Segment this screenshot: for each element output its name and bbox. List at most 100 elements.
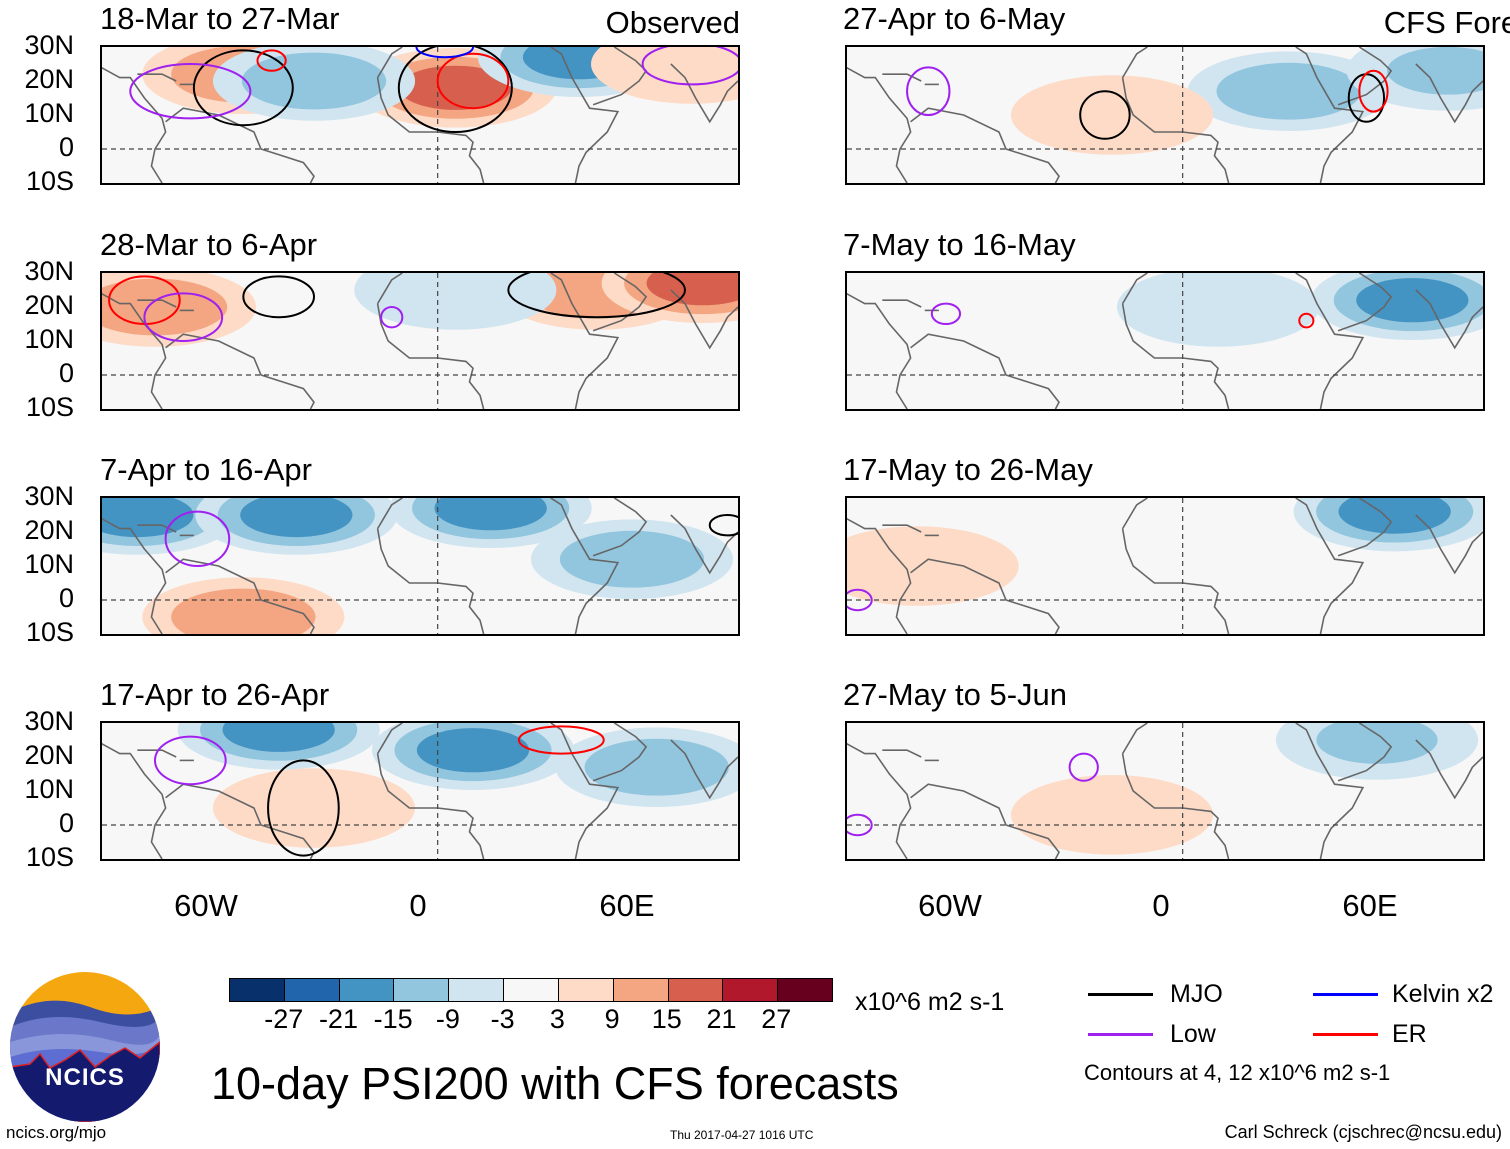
coastline xyxy=(137,749,177,758)
colorbar-swatch xyxy=(613,979,669,1001)
site-link[interactable]: ncics.org/mjo xyxy=(6,1123,107,1142)
wave-contour xyxy=(906,66,951,116)
coastline xyxy=(1295,723,1365,859)
lat-label: 0 xyxy=(58,583,74,613)
positive-anomaly xyxy=(847,526,1019,606)
coastline xyxy=(376,528,485,634)
positive-anomaly xyxy=(601,273,738,323)
anomaly-level xyxy=(1116,273,1320,347)
panel-title: 27-May to 5-Jun xyxy=(843,677,1067,712)
negative-anomaly xyxy=(1311,273,1483,340)
coastline xyxy=(165,333,315,409)
coastline xyxy=(165,107,315,183)
coastline xyxy=(1121,528,1230,634)
wave-contour xyxy=(436,52,510,110)
coastline xyxy=(847,292,912,409)
lat-label: 30N xyxy=(24,30,74,60)
coastline xyxy=(910,333,1060,409)
lat-label: 20N xyxy=(24,64,74,94)
lat-label: 10S xyxy=(25,617,74,647)
positive-anomaly xyxy=(591,47,738,104)
anomaly-level xyxy=(416,728,530,773)
coastline xyxy=(1337,498,1393,557)
coastline xyxy=(1121,723,1148,755)
colorbar-swatch xyxy=(449,979,505,1001)
coastline xyxy=(1121,273,1148,305)
panel-title: 27-Apr to 6-May xyxy=(843,1,1066,36)
coastline xyxy=(1415,63,1483,124)
lat-label: 10N xyxy=(24,98,74,128)
wave-contour xyxy=(129,63,252,120)
coastline xyxy=(670,514,738,575)
coastline xyxy=(550,47,620,183)
anomaly-level xyxy=(240,498,353,538)
wave-contour xyxy=(380,306,404,329)
colorbar-tick-label: -9 xyxy=(435,1004,460,1034)
negative-anomaly xyxy=(1187,51,1390,131)
map-area xyxy=(845,721,1485,861)
colorbar-tick-label: -3 xyxy=(490,1004,515,1034)
timestamp: Thu 2017-04-27 1016 UTC xyxy=(670,1128,814,1142)
coastline xyxy=(137,524,177,533)
coastline xyxy=(376,723,403,755)
ncics-logo-graphic xyxy=(10,972,160,1122)
legend-line-kelvin xyxy=(1313,993,1378,996)
coastline xyxy=(882,524,922,533)
coastline xyxy=(1121,303,1230,409)
forecast-label: CFS Forecast xyxy=(1383,5,1510,40)
lon-label-0: 0 xyxy=(1152,888,1170,923)
coastline xyxy=(670,739,738,800)
anomaly-level xyxy=(102,498,194,538)
negative-anomaly xyxy=(371,723,575,790)
wave-contour xyxy=(930,302,962,325)
wave-contour xyxy=(1079,90,1131,140)
legend-label-kelvin: Kelvin x2 xyxy=(1392,980,1494,1008)
ncics-logo: NCICS xyxy=(10,972,160,1122)
map-area xyxy=(845,496,1485,636)
wave-contour xyxy=(154,735,227,786)
lon-label-60w: 60W xyxy=(918,888,982,923)
anomaly-level xyxy=(847,526,1019,606)
map-area xyxy=(100,45,740,185)
coastline xyxy=(376,753,485,859)
coastline xyxy=(1337,47,1393,106)
wave-contour xyxy=(415,47,474,59)
colorbar-units: x10^6 m2 s-1 xyxy=(855,988,1005,1016)
coastline xyxy=(670,289,738,350)
coastline xyxy=(1415,514,1483,575)
coastline xyxy=(1415,739,1483,800)
lat-label: 10S xyxy=(25,842,74,872)
colorbar-tick-label: 27 xyxy=(761,1004,792,1034)
positive-anomaly xyxy=(1010,75,1214,155)
colorbar-tick-label: 9 xyxy=(604,1004,620,1034)
colorbar xyxy=(229,978,833,1002)
coastline xyxy=(1337,273,1393,332)
anomaly-level xyxy=(1316,723,1438,764)
coastline xyxy=(137,73,177,82)
lat-label: 10N xyxy=(24,549,74,579)
legend-line-er xyxy=(1313,1033,1378,1036)
lat-label: 0 xyxy=(58,358,74,388)
coastline xyxy=(1121,498,1148,530)
positive-anomaly xyxy=(212,768,416,848)
coastline xyxy=(592,273,648,332)
colorbar-swatch xyxy=(284,979,340,1001)
negative-anomaly xyxy=(1275,723,1479,780)
negative-anomaly xyxy=(195,498,398,555)
wave-contour xyxy=(847,813,873,837)
author-credit: Carl Schreck (cjschrec@ncsu.edu) xyxy=(1224,1122,1502,1142)
negative-anomaly xyxy=(389,498,592,548)
coastline xyxy=(102,292,167,409)
colorbar-tick-label: 3 xyxy=(549,1004,565,1034)
colorbar-tick-label: -15 xyxy=(373,1004,413,1034)
coastline xyxy=(1415,289,1483,350)
colorbar-tick-label: 15 xyxy=(651,1004,682,1034)
wave-contour xyxy=(397,47,513,133)
anomaly-level xyxy=(646,273,738,306)
lat-label: 10N xyxy=(24,774,74,804)
colorbar-swatch xyxy=(504,979,559,1001)
panel-title: 17-May to 26-May xyxy=(843,452,1093,487)
negative-anomaly xyxy=(177,723,380,770)
